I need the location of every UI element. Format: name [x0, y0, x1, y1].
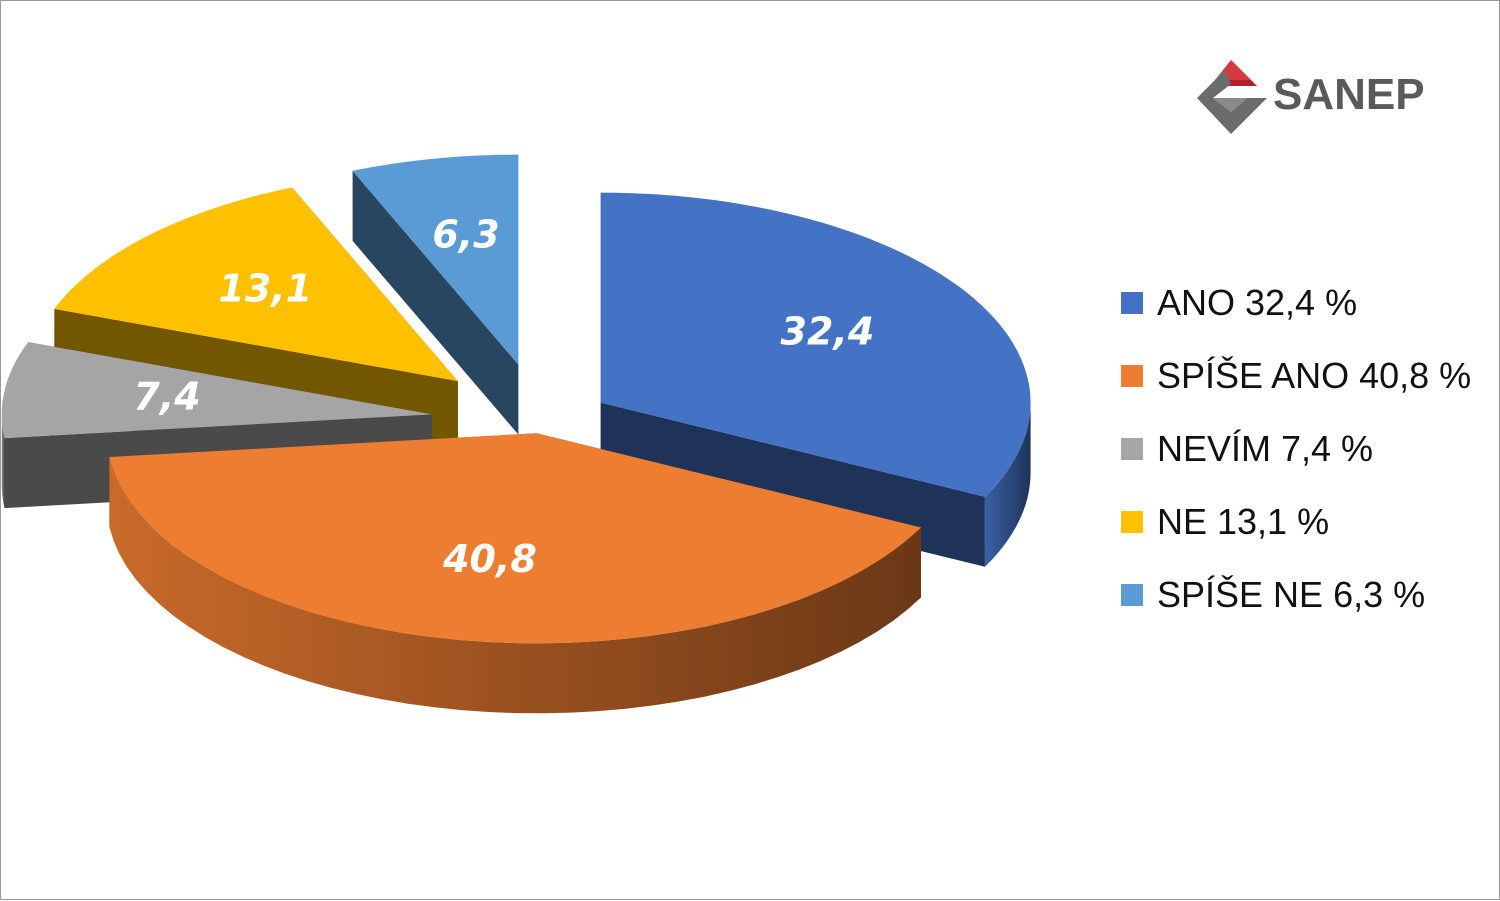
sanep-logo: SANEP [1191, 56, 1441, 141]
pie-slice-nevím [1, 342, 432, 439]
legend-item: NE 13,1 % [1121, 500, 1481, 542]
pie-wall-spíše-ne-0 [352, 170, 519, 435]
legend-item: SPÍŠE NE 6,3 % [1121, 573, 1481, 615]
legend-swatch [1121, 292, 1143, 314]
sanep-logo-icon [1197, 60, 1267, 134]
pie-slice-ano [600, 192, 1031, 497]
data-label-ne: 13,1 [218, 267, 312, 311]
pie-slice-spíše-ne [352, 154, 519, 365]
pie-slice-ne [54, 187, 458, 382]
logo-wordmark: SANEP [1273, 70, 1425, 119]
pie-rim-spíše-ano [109, 457, 921, 714]
legend-swatch [1121, 438, 1143, 460]
legend-swatch [1121, 365, 1143, 387]
legend-label: SPÍŠE ANO 40,8 % [1157, 355, 1472, 396]
legend-swatch [1121, 511, 1143, 533]
legend-label: NE 13,1 % [1157, 501, 1330, 542]
data-label-spíše-ano: 40,8 [442, 537, 537, 581]
data-label-spíše-ne: 6,3 [432, 213, 499, 257]
legend-label: NEVÍM 7,4 % [1157, 428, 1374, 469]
legend-item: SPÍŠE ANO 40,8 % [1121, 354, 1481, 396]
data-label-nevím: 7,4 [133, 374, 200, 418]
legend-item: NEVÍM 7,4 % [1121, 427, 1481, 469]
pie-rim-ano [984, 402, 1031, 567]
pie-chart: 32,4 40,8 7,4 13,1 6,3 [1, 154, 1031, 714]
pie-rim-nevím [1, 414, 5, 509]
legend-label: SPÍŠE NE 6,3 % [1157, 574, 1426, 615]
legend-label: ANO 32,4 % [1157, 282, 1358, 323]
legend-swatch [1121, 584, 1143, 606]
pie-slice-spíše-ano [109, 433, 921, 644]
data-label-ano: 32,4 [781, 310, 875, 354]
legend-item: ANO 32,4 % [1121, 281, 1481, 323]
